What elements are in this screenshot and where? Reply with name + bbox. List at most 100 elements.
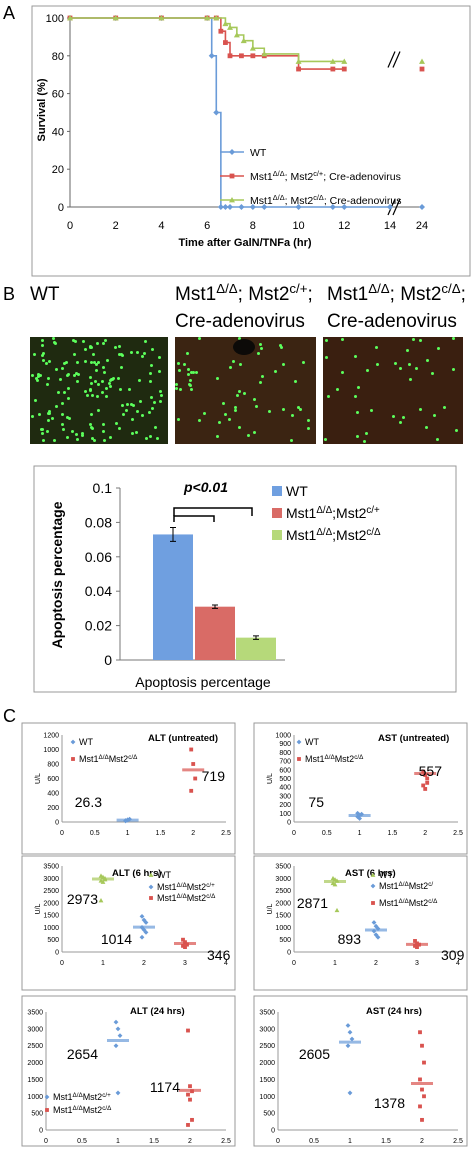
data-point (371, 920, 377, 925)
text-span: WT (305, 737, 319, 747)
y-tick-label: 300 (279, 793, 291, 800)
legend-swatch-marker (229, 173, 235, 179)
legend-label: WT (157, 870, 171, 880)
apoptotic-cell (102, 430, 106, 434)
plot-frame (21, 995, 236, 1147)
apoptotic-cell (197, 337, 201, 341)
apoptotic-cell (103, 371, 107, 375)
group-1: 1174 (150, 1028, 201, 1127)
plot-title: ALT (24 hrs) (130, 1006, 185, 1017)
significance-bracket-outer (173, 507, 253, 516)
text-span: Δ/Δ (273, 169, 285, 178)
text-span: Mst1 (157, 882, 177, 892)
apoptotic-cell (50, 416, 54, 420)
apoptotic-cell (88, 375, 92, 379)
apoptotic-cell (223, 413, 227, 417)
apoptotic-cell (191, 370, 195, 374)
apoptotic-cell (140, 413, 144, 417)
apoptotic-cell (153, 400, 157, 404)
apoptotic-cell (96, 342, 100, 346)
text-span: Mst2 (187, 882, 207, 892)
apoptotic-cell (74, 371, 78, 375)
apoptotic-cell (113, 345, 117, 349)
mean-value-label: 346 (207, 947, 231, 963)
x-tick-label: 0 (60, 960, 64, 967)
apoptotic-cell (414, 367, 418, 371)
apoptotic-cell (150, 347, 154, 351)
apoptotic-cell (63, 362, 67, 366)
apoptotic-cell (255, 405, 259, 409)
apoptotic-cell (83, 389, 87, 393)
apoptotic-cell (94, 379, 98, 383)
apoptotic-cell (187, 373, 191, 377)
data-point (143, 920, 149, 925)
apoptotic-cell (189, 388, 193, 392)
text-span: ; (323, 171, 326, 183)
apoptotic-cell (222, 401, 226, 405)
apoptotic-cell (97, 382, 101, 386)
text-span: WT (250, 147, 267, 159)
apoptotic-cell (76, 437, 80, 441)
y-tick-label: 0 (104, 652, 112, 668)
legend-label: WT (379, 870, 393, 880)
data-point (191, 762, 196, 766)
y-tick-label: 800 (47, 762, 59, 769)
data-point (375, 934, 381, 940)
apoptotic-cell (84, 359, 88, 363)
data-point (240, 37, 247, 44)
mean-value-label: 2871 (297, 895, 328, 911)
mean-value-label: 1014 (101, 931, 132, 947)
apoptotic-cell (454, 429, 458, 433)
legend-swatch (70, 739, 76, 745)
legend-label: WT (250, 147, 267, 159)
apoptotic-cell (238, 390, 242, 394)
data-point (223, 40, 228, 45)
apoptotic-cell (177, 417, 181, 421)
plot-frame (21, 855, 236, 991)
apoptotic-cell (52, 340, 56, 344)
apoptotic-cell (238, 426, 242, 430)
legend-label: Mst1Δ/ΔMst2c/ (379, 881, 433, 892)
legend-swatch-marker (229, 149, 235, 155)
apoptotic-cell (290, 439, 294, 443)
ast-6hrs-plot: 0 500 1000 1500 2000 2500 3000 3500 0 1 2 3 4 U/L AST … (253, 855, 468, 991)
mean-value-label: 75 (308, 794, 324, 810)
apoptotic-cell (452, 368, 456, 372)
apoptotic-cell (91, 393, 95, 397)
apoptotic-cell (148, 411, 152, 415)
data-point (373, 932, 379, 938)
x-tick-label: 1.5 (381, 1138, 391, 1145)
apoptotic-cell (195, 370, 199, 374)
legend-label: Mst1Δ/ΔMst2c/Δ (53, 1105, 112, 1116)
apoptotic-cell (357, 385, 361, 389)
apoptotic-cell (148, 434, 152, 438)
data-point (420, 1117, 424, 1122)
apoptotic-cell (259, 347, 263, 351)
apoptotic-cell (34, 377, 38, 381)
apoptotic-cell (182, 363, 186, 367)
apoptotic-cell (118, 426, 122, 430)
plot-frame (21, 722, 236, 855)
apoptotic-cell (88, 388, 92, 392)
plot-legend: Mst1Δ/ΔMst2c/+Mst1Δ/ΔMst2c/Δ (44, 1092, 112, 1116)
apoptotic-cell (111, 376, 115, 380)
data-point (188, 1084, 192, 1089)
data-point (249, 204, 256, 210)
plot-title: ALT (untreated) (148, 733, 218, 744)
apoptotic-cell (148, 379, 152, 383)
group-2: 346 (174, 937, 231, 963)
legend-swatch (149, 896, 153, 900)
apoptotic-cell (103, 438, 107, 442)
apoptotic-cell (68, 417, 72, 421)
alt-6hrs-plot: 0 500 1000 1500 2000 2500 3000 3500 0 1 2 3 4 U/L ALT … (21, 855, 236, 991)
data-point (239, 53, 244, 59)
apoptotic-cell (108, 382, 112, 386)
x-tick-label: 10 (292, 220, 304, 232)
y-tick-label: 200 (47, 805, 59, 812)
apoptotic-cell (178, 388, 182, 392)
text-span: Mst2 (83, 1092, 103, 1102)
apoptotic-cell (90, 382, 94, 386)
